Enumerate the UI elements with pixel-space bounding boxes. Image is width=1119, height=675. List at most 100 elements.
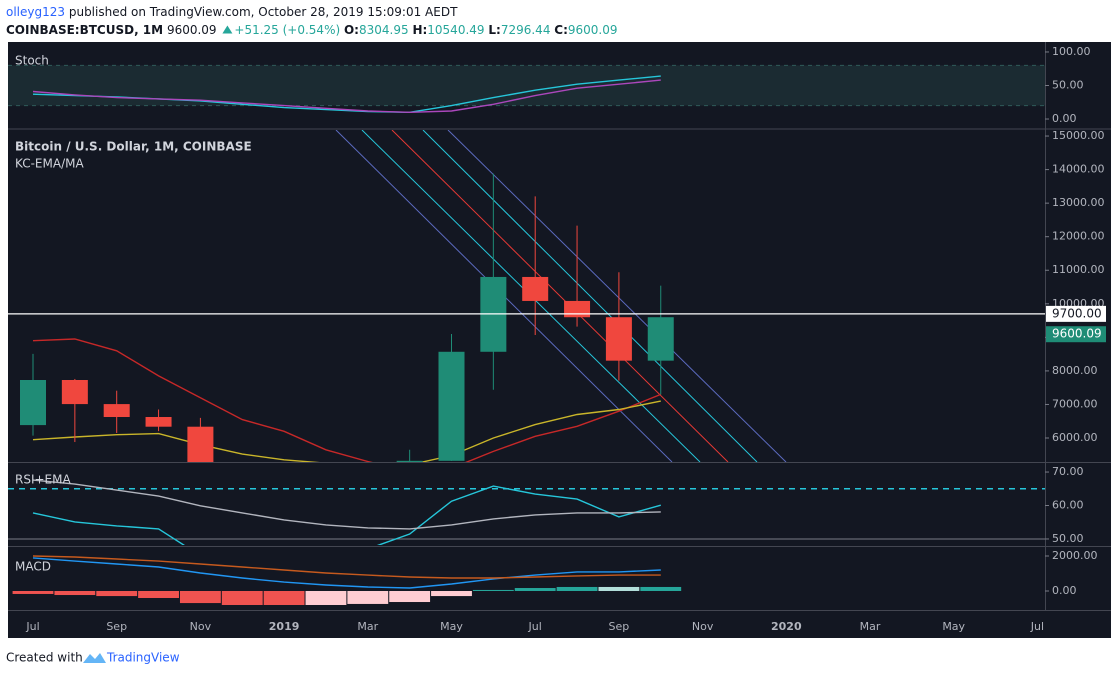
pane-title: Bitcoin / U.S. Dollar, 1M, COINBASE (15, 140, 252, 154)
candle-body (187, 426, 214, 462)
histogram-bar (389, 590, 431, 603)
chart-background (8, 42, 1111, 638)
ohlc-value: 7296.44 (501, 23, 551, 37)
published: published on TradingView.com, October 28… (69, 5, 458, 19)
pane (8, 173, 1045, 462)
ohlc-label: O: (344, 23, 359, 37)
candle-body (522, 276, 549, 301)
logo (83, 653, 106, 663)
pane (8, 479, 1045, 545)
candle-body (564, 300, 591, 318)
channel-line (422, 130, 758, 462)
candle-body (647, 317, 674, 361)
histogram-bar (347, 590, 389, 604)
histogram-bar (221, 590, 263, 605)
x-tick-label: Mar (357, 620, 378, 633)
x-tick-label: Nov (190, 620, 212, 633)
histogram-bar (598, 586, 640, 591)
histogram-bar (431, 590, 472, 597)
histogram-bar (179, 590, 221, 604)
up-arrow (222, 25, 233, 34)
y-tick-label: 0.00 (1052, 112, 1077, 125)
x-tick-label: 2020 (771, 620, 802, 633)
x-tick-label: Mar (860, 620, 881, 633)
series-line (32, 485, 661, 545)
y-tick-label: 50.00 (1052, 532, 1084, 545)
series-line (32, 338, 662, 462)
ohlc-label: H: (412, 23, 427, 37)
pane-subtitle: KC-EMA/MA (15, 157, 84, 171)
price-box (1046, 305, 1106, 322)
series-line (32, 557, 661, 589)
candle-body (145, 417, 172, 427)
y-tick-label: 14000.00 (1052, 163, 1105, 176)
last-price-label: 9600.09 (1052, 327, 1102, 341)
y-tick-label: 100.00 (1052, 45, 1091, 58)
candle-body (396, 460, 423, 462)
symbol-line: COINBASE:BTCUSD, 1M 9600.09 +51.25 (+0.5… (6, 23, 618, 37)
ohlc-value: 8304.95 (359, 23, 409, 37)
pane (8, 64, 1045, 114)
y-tick-label: 50.00 (1052, 78, 1084, 91)
x-tick-label: Sep (106, 620, 127, 633)
pane-title: Stoch (15, 54, 49, 68)
y-tick-label: 2000.00 (1052, 549, 1098, 562)
series-line (32, 400, 661, 462)
series-line (32, 479, 661, 530)
x-tick-label: Sep (609, 620, 630, 633)
ohlc-label: L: (488, 23, 500, 37)
ohlc-value: 10540.49 (427, 23, 484, 37)
y-tick-label: 7000.00 (1052, 397, 1098, 410)
change: +51.25 (+0.54%) (234, 23, 340, 37)
y-tick-label: 11000.00 (1052, 263, 1105, 276)
x-tick-label: Jul (1030, 620, 1044, 633)
candle-body (103, 404, 130, 418)
histogram-bar (96, 590, 138, 597)
series-line (32, 79, 661, 114)
histogram-bar (556, 586, 598, 591)
candle-body (20, 379, 46, 426)
candle-body (605, 317, 632, 361)
histogram-bar (54, 590, 96, 596)
histogram-bar (263, 590, 305, 605)
price: 9600.09 (167, 23, 217, 37)
footer-text: Created with (6, 651, 83, 665)
user[interactable]: olleyg123 (6, 5, 65, 19)
header-line: olleyg123 published on TradingView.com, … (6, 5, 458, 19)
series-line (32, 555, 661, 579)
last-price-box (1046, 326, 1106, 343)
pane-title: MACD (15, 560, 51, 574)
channel-line (447, 130, 787, 462)
y-tick-label: 6000.00 (1052, 431, 1098, 444)
pane-title: RSI+EMA (15, 473, 71, 487)
x-tick-label: Nov (692, 620, 714, 633)
y-tick-label: 13000.00 (1052, 196, 1105, 209)
footer-brand[interactable]: TradingView (106, 651, 180, 665)
pane (12, 555, 682, 605)
ohlc-label: C: (554, 23, 568, 37)
symbol: COINBASE:BTCUSD, 1M (6, 23, 163, 37)
x-tick-label: May (942, 620, 965, 633)
histogram-bar (472, 589, 514, 591)
pane-separators (8, 42, 1111, 611)
histogram-bar (640, 586, 682, 591)
channel-line (391, 130, 729, 462)
x-tick-label: May (440, 620, 463, 633)
histogram-bar (12, 590, 54, 594)
candle-body (438, 351, 465, 461)
x-tick-label: 2019 (269, 620, 300, 633)
histogram-bar (138, 590, 179, 598)
x-tick-label: Jul (528, 620, 542, 633)
y-tick-label: 70.00 (1052, 465, 1084, 478)
y-tick-label: 15000.00 (1052, 129, 1105, 142)
y-tick-label: 60.00 (1052, 499, 1084, 512)
y-tick-label: 0.00 (1052, 584, 1077, 597)
y-tick-label: 8000.00 (1052, 364, 1098, 377)
histogram-bar (514, 588, 556, 591)
y-tick-label: 12000.00 (1052, 230, 1105, 243)
histogram-bar (305, 590, 347, 605)
x-tick-label: Jul (25, 620, 39, 633)
ohlc-value: 9600.09 (568, 23, 618, 37)
